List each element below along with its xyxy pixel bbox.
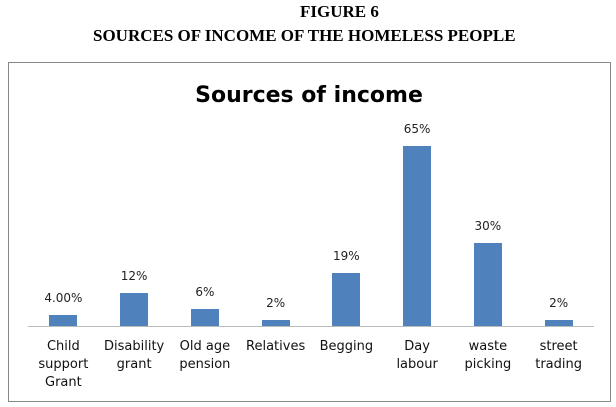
x-tick-label: Child support Grant [38, 339, 89, 390]
bar [120, 292, 149, 326]
chart-title: Sources of income [195, 83, 423, 108]
caption: SOURCES OF INCOME OF THE HOMELESS PEOPLE [93, 26, 516, 45]
x-tick-label: Day labour [396, 339, 438, 372]
bar [403, 146, 432, 326]
x-tick-label: Old age pension [179, 339, 231, 372]
value-label: 2% [266, 296, 286, 311]
x-tick-label: street trading [535, 339, 582, 372]
value-label: 4.00% [44, 290, 83, 305]
x-tick-label: Begging [319, 339, 374, 354]
value-label: 65% [403, 122, 431, 136]
bar [332, 273, 361, 326]
chart: Sources of income 4.00% Child support Gra… [8, 62, 611, 402]
bar [49, 314, 78, 326]
figure-label: FIGURE 6 [300, 2, 379, 21]
bar [473, 242, 502, 326]
value-label: 12% [120, 268, 148, 283]
value-label: 2% [549, 296, 569, 311]
bar [190, 309, 219, 326]
value-label: 6% [195, 285, 215, 300]
bar [261, 320, 290, 326]
value-label: 30% [474, 218, 502, 233]
baseline [28, 326, 594, 327]
bar [544, 320, 573, 326]
x-tick-label: waste picking [464, 339, 512, 372]
x-tick-label: Disability grant [104, 339, 165, 372]
x-tick-label: Relatives [246, 339, 306, 354]
value-label: 19% [333, 249, 360, 264]
